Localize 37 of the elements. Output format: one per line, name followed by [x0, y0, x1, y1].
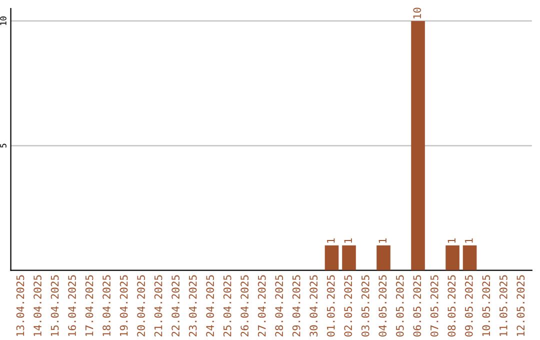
x-tick-label: 15.04.2025: [50, 275, 59, 336]
x-tick-label: 16.04.2025: [68, 275, 76, 336]
x-tick-label: 22.04.2025: [172, 275, 180, 336]
x-tick-label: 13.04.2025: [16, 275, 24, 336]
x-tick-label: 07.05.2025: [430, 275, 438, 336]
x-tick-label: 28.04.2025: [275, 275, 284, 336]
data-label: 1: [327, 238, 335, 243]
x-tick-label: 10.05.2025: [482, 275, 490, 336]
x-tick-label: 26.04.2025: [240, 275, 249, 336]
x-tick-label: 01.05.2025: [326, 275, 335, 336]
y-tick-label: 5: [0, 144, 6, 148]
x-tick-label: 27.04.2025: [258, 275, 266, 336]
x-tick-label: 29.04.2025: [292, 275, 300, 336]
x-tick-label: 14.04.2025: [34, 275, 42, 336]
x-tick-label: 02.05.2025: [344, 275, 352, 336]
x-tick-label: 20.04.2025: [137, 275, 145, 336]
x-tick-label: 25.04.2025: [223, 275, 232, 336]
data-label: 1: [448, 238, 456, 243]
x-tick-label: 09.05.2025: [464, 275, 473, 336]
x-tick-label: 06.05.2025: [413, 275, 422, 336]
x-tick-label: 23.04.2025: [188, 275, 197, 336]
x-tick-label: 24.04.2025: [206, 275, 214, 336]
x-tick-label: 08.05.2025: [448, 275, 456, 336]
x-tick-label: 04.05.2025: [378, 275, 387, 336]
x-tick-label: 21.04.2025: [154, 275, 162, 336]
x-tick-label: 12.05.2025: [516, 275, 525, 336]
x-tick-label: 03.05.2025: [361, 275, 370, 336]
data-label: 1: [344, 238, 352, 243]
x-tick-label: 18.04.2025: [102, 275, 110, 336]
x-tick-label: 11.05.2025: [499, 275, 508, 336]
x-tick-label: 17.04.2025: [85, 275, 94, 336]
data-label: 10: [413, 8, 422, 18]
data-label: 1: [465, 238, 473, 243]
x-tick-label: 05.05.2025: [396, 275, 404, 336]
x-tick-label: 30.04.2025: [310, 275, 318, 336]
data-label: 1: [378, 238, 386, 243]
x-tick-label: 19.04.2025: [120, 275, 128, 336]
